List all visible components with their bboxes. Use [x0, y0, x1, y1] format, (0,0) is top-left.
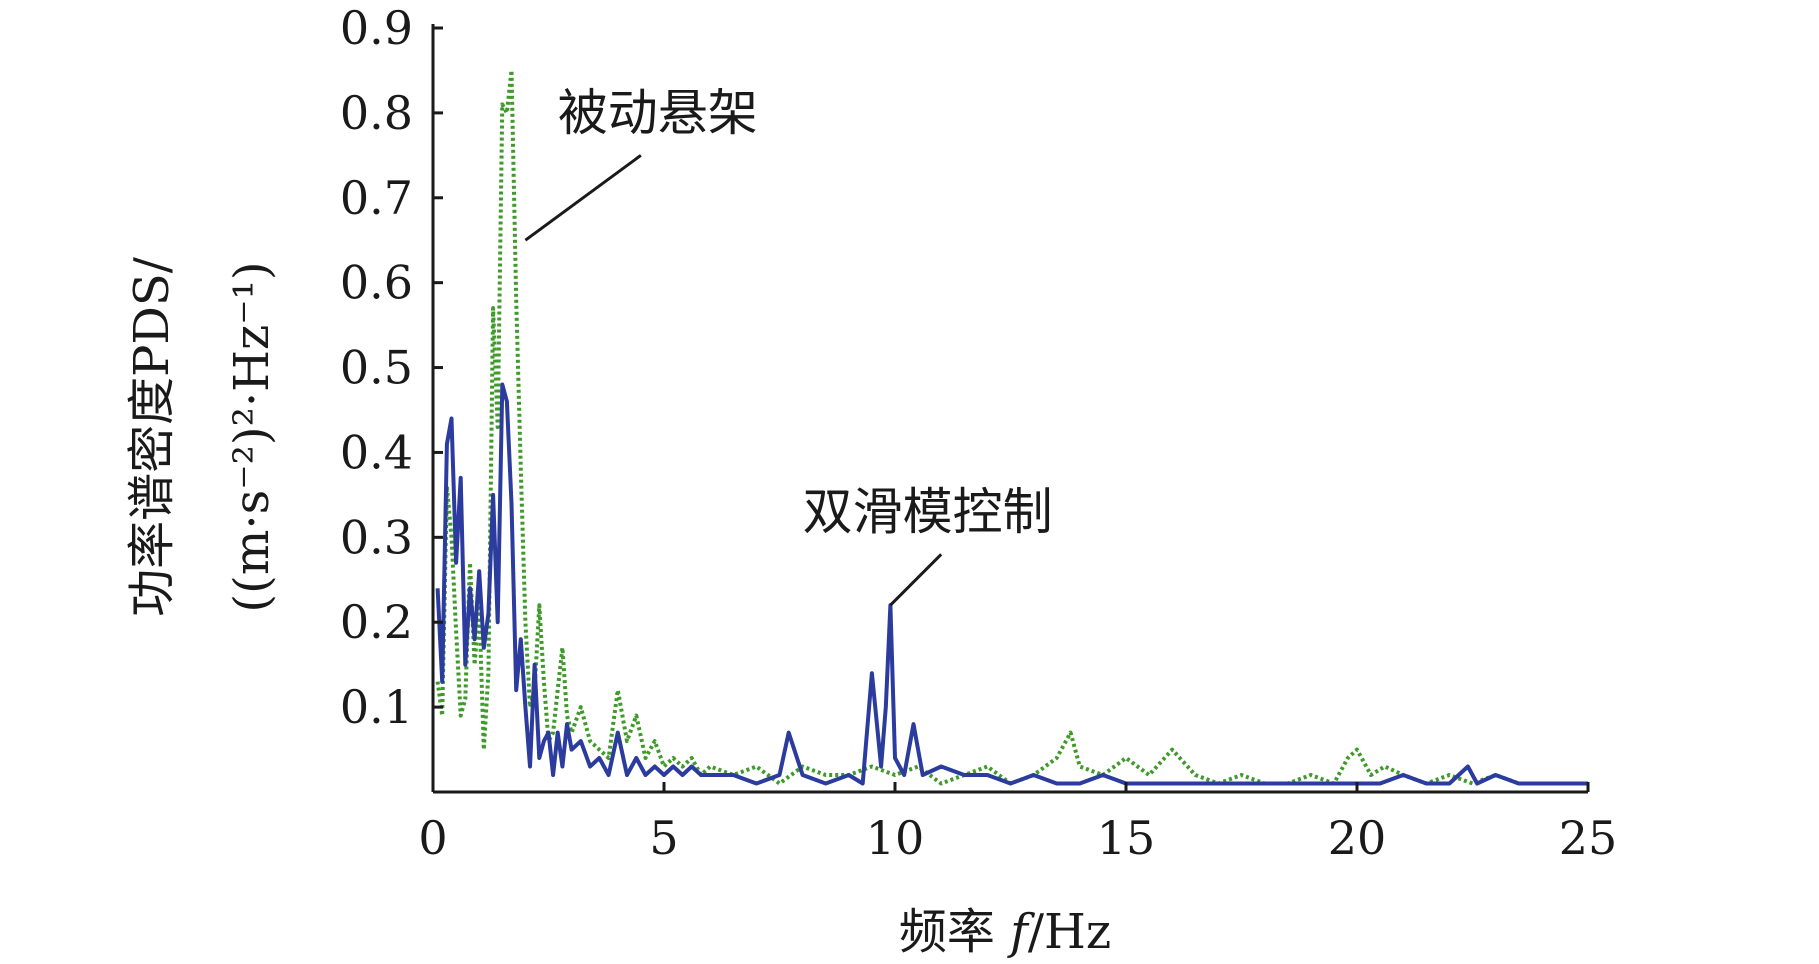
y-tick-label: 0.4	[340, 425, 413, 479]
y-axis-title-line1: 功率谱密度PDS/	[124, 256, 180, 617]
y-tick-label: 0.9	[340, 1, 413, 55]
y-tick-label: 0.5	[340, 341, 413, 395]
annotation-passive: 被动悬架	[558, 84, 758, 142]
x-tick-label: 10	[866, 811, 925, 865]
tick-layer: 0 5 10 15 20 25 0.1 0.2 0.3 0.4 0.5 0.6 0.7 0.8 0.9	[340, 1, 1617, 865]
y-tick-label: 0.2	[340, 595, 413, 649]
y-tick-label: 0.6	[340, 256, 413, 310]
annotation-leader-dual	[889, 553, 943, 607]
annotation-dual-sliding-mode: 双滑模控制	[803, 483, 1053, 541]
y-tick-label: 0.1	[340, 680, 413, 734]
x-tick-label: 0	[418, 811, 447, 865]
annotation-leader-passive	[524, 154, 642, 242]
y-tick-label: 0.7	[340, 171, 413, 225]
x-tick-label: 20	[1328, 811, 1387, 865]
y-tick-label: 0.3	[340, 510, 413, 564]
x-tick-label: 5	[649, 811, 678, 865]
x-axis-title: 频率 f/Hz	[899, 904, 1111, 960]
x-tick-label: 25	[1559, 811, 1618, 865]
series-layer	[435, 68, 1588, 786]
y-tick-label: 0.8	[340, 86, 413, 140]
x-tick-label: 15	[1097, 811, 1156, 865]
series-line-dual-sliding-mode	[435, 382, 1588, 786]
series-line-passive	[435, 68, 1588, 786]
y-axis-title-line2: ((m·s⁻²)²·Hz⁻¹)	[224, 261, 280, 612]
